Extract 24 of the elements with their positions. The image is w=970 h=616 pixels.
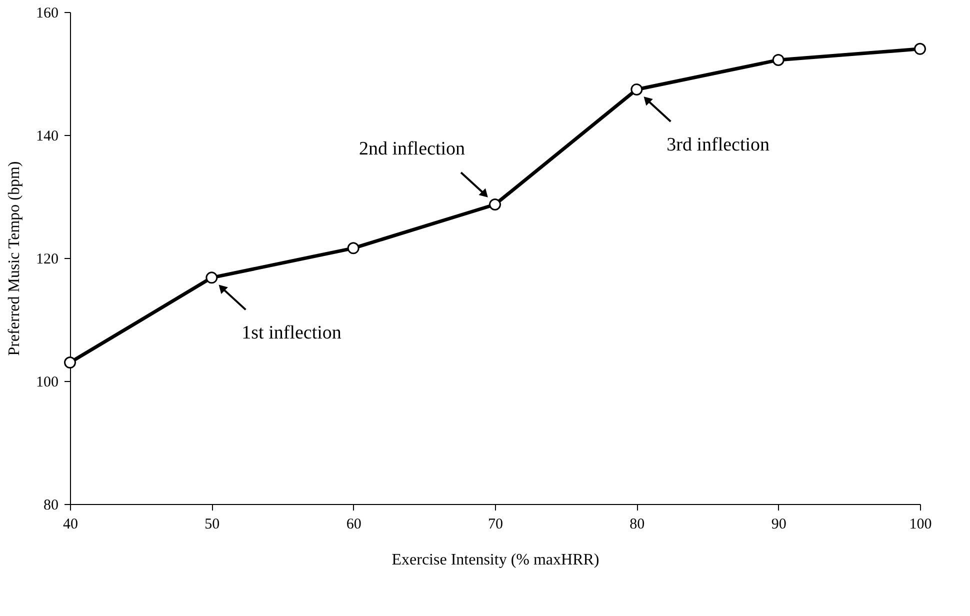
y-tick-label: 140	[36, 128, 58, 144]
point	[489, 198, 501, 210]
y-tick-label: 80	[44, 498, 58, 514]
x-tick-label: 90	[771, 516, 786, 532]
x-tick-label: 40	[63, 516, 78, 532]
point	[630, 84, 643, 96]
point	[914, 42, 926, 55]
point	[64, 356, 76, 369]
point	[772, 54, 784, 66]
x-tick-label: 100	[909, 516, 932, 532]
x-tick-label: 60	[346, 516, 362, 532]
y-tick-label: 100	[36, 374, 58, 390]
y-tick-label: 120	[36, 252, 58, 268]
x-tick-label: 70	[488, 516, 503, 532]
annotation: 2nd inflection	[358, 138, 466, 160]
point	[347, 242, 360, 254]
annotation: 1st inflection	[242, 322, 342, 344]
y-axis-title: Preferred Music Tempo (bpm)	[6, 161, 23, 356]
x-tick-label: 50	[204, 516, 220, 532]
x-axis-title: Exercise Intensity (% maxHRR)	[392, 552, 600, 568]
x-tick-label: 80	[630, 516, 645, 532]
annotation: 3rd inflection	[666, 134, 770, 156]
y-tick-label: 160	[36, 6, 58, 22]
point	[206, 272, 218, 284]
